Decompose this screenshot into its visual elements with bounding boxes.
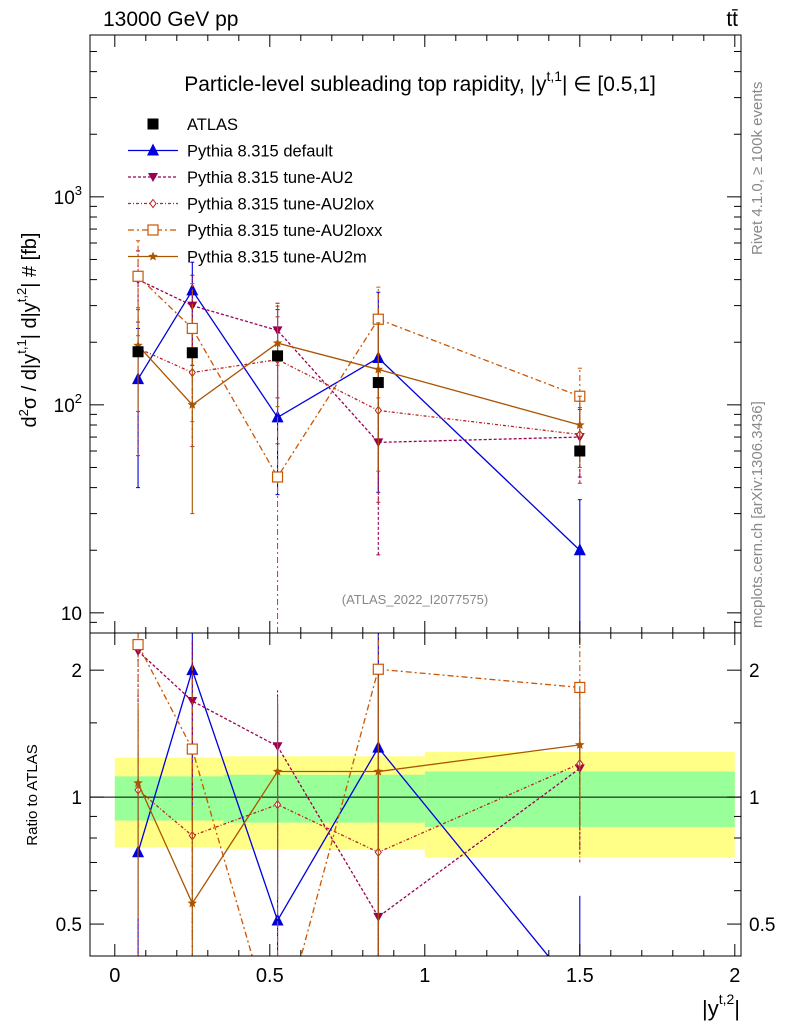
legend-marker bbox=[147, 143, 159, 156]
ratio-tick-label-right: 1 bbox=[749, 788, 760, 809]
x-tick-label: 2 bbox=[729, 965, 740, 987]
atlas-data-point bbox=[186, 347, 198, 359]
ratio-tick-label-right: 2 bbox=[749, 661, 760, 682]
main-panel bbox=[132, 240, 586, 633]
y-tick-label: 103 bbox=[54, 183, 82, 209]
chart-title: Particle-level subleading top rapidity, … bbox=[184, 68, 656, 96]
y-tick-label: 10 bbox=[61, 604, 82, 625]
series-pythia-8-315-tune-au2m-point bbox=[187, 399, 198, 409]
legend-marker bbox=[147, 224, 159, 236]
x-tick-label: 0 bbox=[109, 965, 120, 987]
series-pythia-8-315-tune-au2loxx-ratio-point bbox=[132, 638, 144, 651]
ratio-tick-label: 2 bbox=[71, 661, 82, 682]
series-pythia-8-315-tune-au2m-ratio-point bbox=[187, 898, 198, 908]
series-pythia-8-315-tune-au2m-line bbox=[137, 342, 580, 426]
mcplots-label: mcplots.cern.ch [arXiv:1306.3436] bbox=[749, 401, 766, 628]
series-pythia-8-315-tune-au2m-point bbox=[373, 364, 384, 374]
legend-label: Pythia 8.315 tune-AU2m bbox=[187, 249, 367, 267]
watermark: (ATLAS_2022_I2077575) bbox=[342, 592, 488, 607]
series-pythia-8-315-tune-au2-ratio-point bbox=[187, 697, 198, 707]
legend-marker bbox=[148, 251, 158, 261]
legend-label: Pythia 8.315 default bbox=[187, 143, 333, 161]
series-pythia-8-315-tune-au2m-ratio-point bbox=[575, 739, 585, 749]
series-pythia-8-315-default-ratio-point bbox=[271, 913, 284, 926]
rivet-label: Rivet 4.1.0, ≥ 100k events bbox=[749, 82, 766, 255]
series-pythia-8-315-tune-au2loxx-point bbox=[132, 270, 144, 282]
series-pythia-8-315-tune-au2m-point bbox=[272, 338, 283, 348]
legend-label: ATLAS bbox=[187, 116, 238, 134]
y-tick-label: 102 bbox=[54, 391, 82, 417]
legend-marker bbox=[148, 173, 158, 182]
energy-label: 13000 GeV pp bbox=[103, 8, 238, 31]
series-pythia-8-315-tune-au2m-ratio-point bbox=[373, 766, 384, 776]
series-pythia-8-315-default-point bbox=[271, 410, 284, 423]
ratio-tick-label: 0.5 bbox=[56, 915, 82, 936]
atlas-data-point bbox=[372, 377, 384, 389]
ratio-frame bbox=[89, 632, 742, 957]
atlas-data-point bbox=[272, 350, 284, 362]
ratio-tick-label: 1 bbox=[71, 788, 82, 809]
series-pythia-8-315-tune-au2loxx-point bbox=[271, 471, 284, 483]
series-pythia-8-315-tune-au2loxx-point bbox=[186, 322, 198, 335]
x-tick-label: 1.5 bbox=[566, 965, 594, 987]
atlas-data-point bbox=[132, 346, 144, 358]
legend-label: Pythia 8.315 tune-AU2 bbox=[187, 169, 353, 187]
series-pythia-8-315-tune-au2-line bbox=[137, 279, 580, 444]
process-label: tt̄ bbox=[726, 8, 738, 31]
series-pythia-8-315-tune-au2loxx-ratio-point bbox=[186, 743, 198, 755]
series-pythia-8-315-tune-au2loxx-line bbox=[137, 275, 581, 479]
series-pythia-8-315-tune-au2m-ratio-point bbox=[272, 766, 283, 776]
legend-label: Pythia 8.315 tune-AU2lox bbox=[187, 196, 375, 214]
legend-marker bbox=[147, 118, 159, 130]
series-pythia-8-315-tune-au2m-point bbox=[575, 420, 585, 429]
legend: ATLAS Pythia 8.315 default Pythia 8.315 tu… bbox=[128, 116, 383, 267]
x-axis-label: |yt,2| bbox=[702, 991, 740, 1021]
ratio-tick-label-right: 0.5 bbox=[749, 915, 775, 936]
series-pythia-8-315-tune-au2m-point bbox=[133, 340, 143, 350]
x-tick-label: 0.5 bbox=[256, 965, 284, 987]
x-tick-label: 1 bbox=[419, 965, 430, 987]
ratio-panel bbox=[90, 633, 741, 956]
series-pythia-8-315-tune-au2loxx-ratio-point bbox=[372, 663, 384, 675]
series-pythia-8-315-default-point bbox=[573, 543, 586, 556]
atlas-data-point bbox=[574, 445, 586, 457]
ratio-y-axis-label: Ratio to ATLAS bbox=[24, 744, 41, 845]
y-axis-label: d2σ / d|yt,1| d|yt,2| # [fb] bbox=[14, 233, 41, 428]
legend-marker bbox=[149, 198, 157, 209]
legend-label: Pythia 8.315 tune-AU2loxx bbox=[187, 222, 383, 240]
series-pythia-8-315-tune-au2m-ratio-point bbox=[133, 778, 143, 788]
